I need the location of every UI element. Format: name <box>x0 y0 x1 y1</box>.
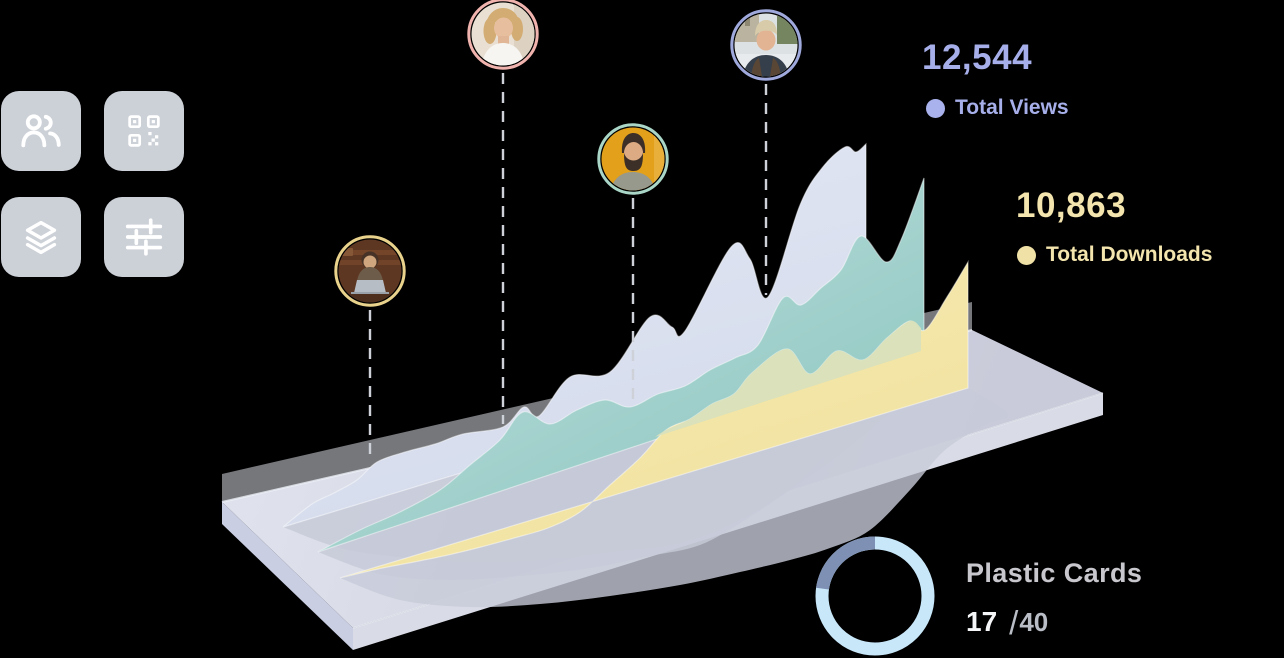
platform-left-face <box>222 502 353 650</box>
ribbon-overlap-tint <box>655 320 921 437</box>
avatar-photo <box>734 13 798 77</box>
total-downloads-label: Total Downloads <box>1046 243 1213 266</box>
ribbon-middle <box>317 177 925 553</box>
avatar-photo <box>471 2 535 66</box>
sliders-icon <box>125 218 163 256</box>
avatar-photo <box>338 239 402 303</box>
avatar-man-with-laptop[interactable] <box>333 234 407 308</box>
qr-code-icon <box>128 115 160 147</box>
progress-ring-remainder <box>816 536 876 590</box>
avatar-ring <box>597 123 669 195</box>
avatar-ring <box>467 0 539 70</box>
avatar-blonde-woman[interactable] <box>466 0 540 71</box>
views-dot-icon <box>926 98 945 118</box>
progress-title: Plastic Cards <box>966 558 1143 588</box>
ribbon-views <box>282 142 867 528</box>
layers-tile-button[interactable] <box>1 197 81 277</box>
total-views-legend: Total Views <box>926 96 1069 120</box>
qr-code-tile-button[interactable] <box>104 91 184 171</box>
progress-current: 17 <box>966 606 998 637</box>
sliders-tile-button[interactable] <box>104 197 184 277</box>
ribbon-shadow <box>340 388 1009 608</box>
progress-ring <box>815 536 935 656</box>
total-downloads-legend: Total Downloads <box>1017 243 1212 267</box>
avatar-ring <box>334 235 406 307</box>
progress-fraction: 17 / 40 <box>966 604 1049 642</box>
users-tile-button[interactable] <box>1 91 81 171</box>
total-views-value: 12,544 <box>922 38 1033 77</box>
avatar-man-outdoors[interactable] <box>729 8 803 82</box>
progress-total: 40 <box>1019 607 1049 637</box>
progress-separator: / <box>1009 604 1019 642</box>
avatar-ring <box>730 9 802 81</box>
layers-icon <box>25 220 57 255</box>
total-downloads-value: 10,863 <box>1016 186 1127 225</box>
total-views-label: Total Views <box>955 96 1069 119</box>
avatar-photo <box>601 127 665 191</box>
downloads-dot-icon <box>1017 245 1036 265</box>
avatar-bearded-man[interactable] <box>596 122 670 196</box>
users-icon <box>21 114 61 148</box>
